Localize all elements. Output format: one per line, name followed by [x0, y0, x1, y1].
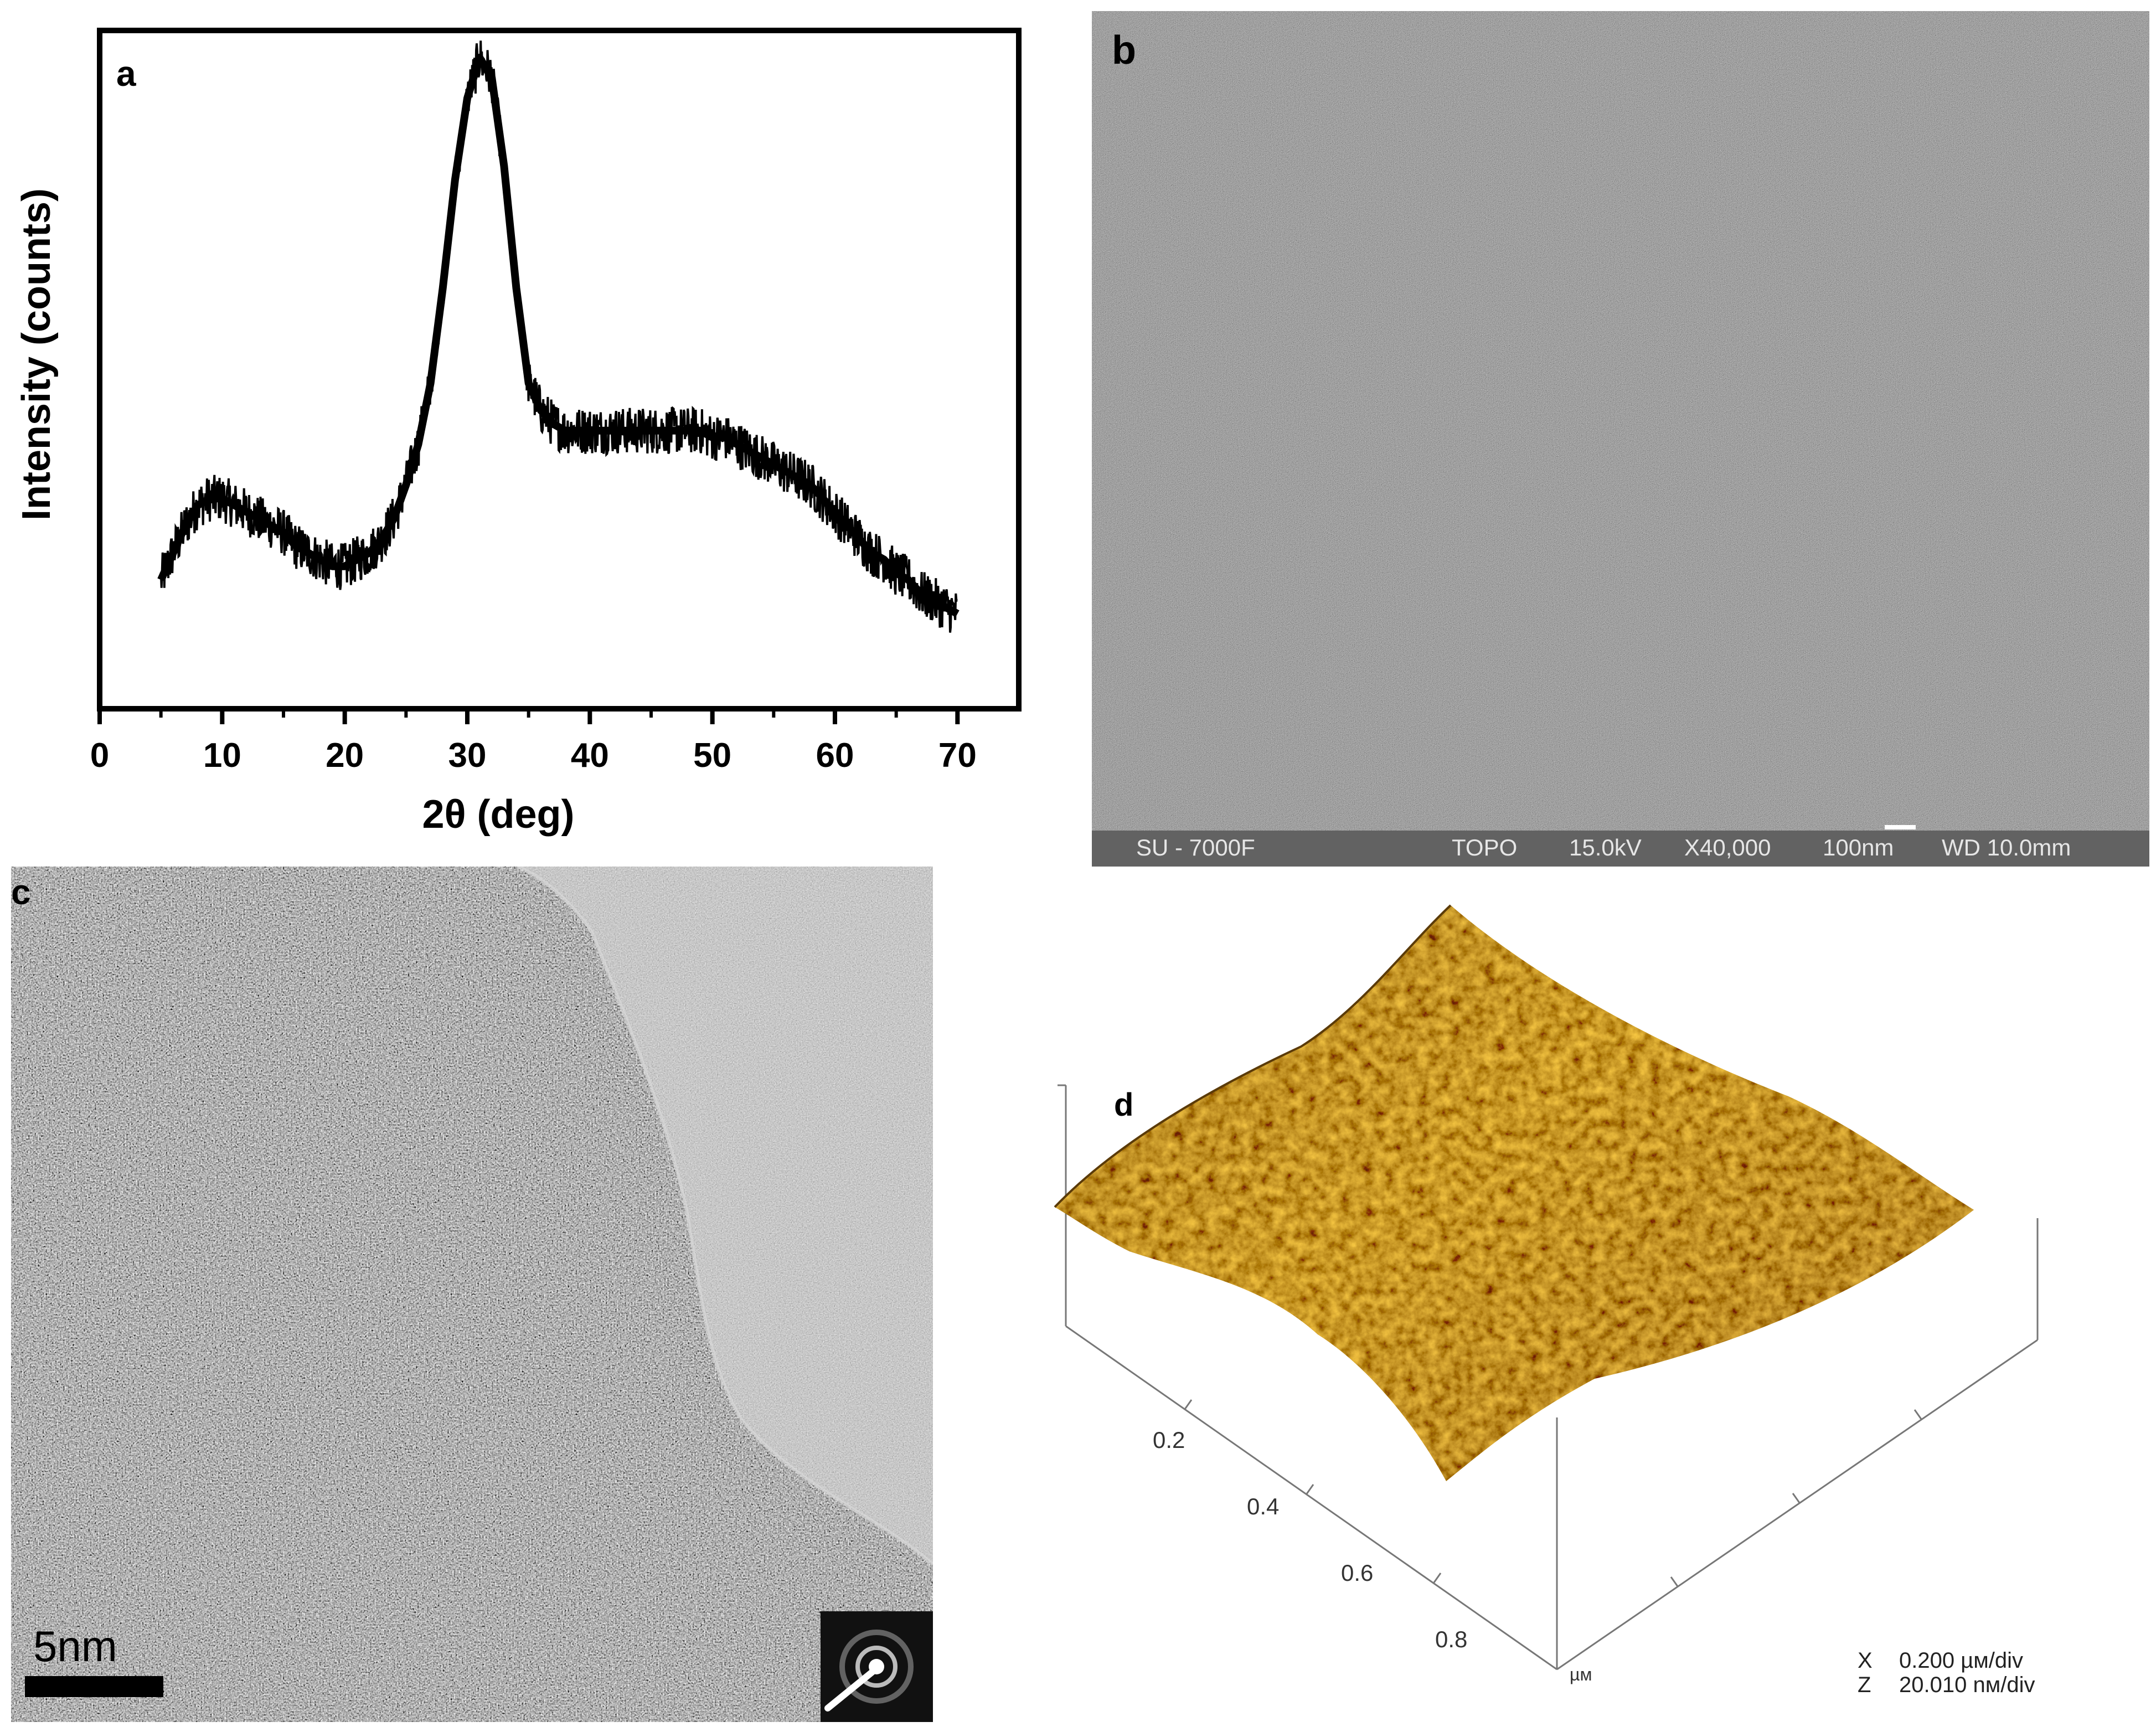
- afm-scale-info: X 0.200 µм/div Z 20.010 nм/div: [1858, 1648, 2035, 1697]
- afm-scale-z-letter: Z: [1858, 1673, 1871, 1697]
- afm-tick-0-6: 0.6: [1341, 1560, 1373, 1586]
- x-tick-label: 20: [326, 736, 364, 775]
- plot-frame: [97, 28, 1022, 712]
- tem-scale-label: 5nm: [33, 1622, 117, 1671]
- panel-label-c: c: [11, 872, 31, 912]
- x-axis-label: 2θ (deg): [422, 792, 575, 837]
- tem-particle-edge: [517, 865, 934, 1566]
- afm-axis-unit: µм: [1570, 1664, 1592, 1684]
- x-tick-label: 50: [693, 736, 731, 775]
- x-tick-label: 0: [90, 736, 109, 775]
- afm-tick-0-4: 0.4: [1247, 1493, 1279, 1519]
- sem-working-distance: WD 10.0mm: [1942, 834, 2071, 860]
- afm-scale-x: 0.200 µм/div: [1899, 1648, 2023, 1673]
- afm-scale-z: 20.010 nм/div: [1899, 1673, 2035, 1697]
- afm-axes: [1058, 1084, 2039, 1671]
- panel-label-d: d: [1114, 1087, 1133, 1123]
- panel-b-sem-image: b SU - 7000F TOPO 15.0kV X40,000 100nm W…: [1092, 11, 2149, 867]
- afm-3d-topography: d 0.2 0.4 0.6 0.8 µм X 0.200 µм/div Z 20…: [1054, 904, 2039, 1697]
- xrd-series: [157, 40, 960, 633]
- x-tick-label: 10: [203, 736, 241, 775]
- panel-a-xrd-chart: a Intensity (counts) 2θ (deg) 0 10 20 30 40 5…: [0, 0, 1052, 853]
- x-tick-label: 70: [938, 736, 977, 775]
- afm-surface: [1055, 905, 1974, 1481]
- panel-label-b: b: [1112, 28, 1136, 73]
- tem-scale-bar: [25, 1676, 163, 1697]
- panel-c-tem-image: c 5nm: [11, 865, 934, 1722]
- y-axis-label: Intensity (counts): [14, 188, 59, 520]
- afm-tick-0-2: 0.2: [1153, 1427, 1185, 1453]
- x-tick-label: 30: [448, 736, 487, 775]
- saed-inset: [821, 1611, 933, 1722]
- panel-label-a: a: [116, 54, 136, 94]
- sem-micrograph: b SU - 7000F TOPO 15.0kV X40,000 100nm W…: [1092, 11, 2149, 867]
- x-axis-ticks: 0 10 20 30 40 50 60 70: [90, 709, 977, 775]
- xrd-noise-trace: [159, 40, 958, 633]
- sem-scale-label: 100nm: [1823, 834, 1894, 860]
- xrd-line: [157, 54, 960, 617]
- sem-scale-bar: [1885, 825, 1916, 829]
- sem-instrument: SU - 7000F: [1136, 834, 1255, 860]
- afm-axis-tick-labels: 0.2 0.4 0.6 0.8 µм: [1153, 1427, 1592, 1684]
- sem-magnification: X40,000: [1684, 834, 1771, 860]
- afm-tick-0-8: 0.8: [1435, 1626, 1467, 1652]
- sem-mode: TOPO: [1452, 834, 1517, 860]
- tem-micrograph: c 5nm: [11, 865, 934, 1722]
- xrd-chart: a Intensity (counts) 2θ (deg) 0 10 20 30 40 5…: [14, 28, 1022, 837]
- x-tick-label: 60: [816, 736, 854, 775]
- x-tick-label: 40: [571, 736, 609, 775]
- afm-scale-x-letter: X: [1858, 1648, 1873, 1673]
- sem-info-bar: SU - 7000F TOPO 15.0kV X40,000 100nm WD …: [1136, 825, 2071, 860]
- sem-voltage: 15.0kV: [1569, 834, 1642, 860]
- panel-d-afm-image: d 0.2 0.4 0.6 0.8 µм X 0.200 µм/div Z 20…: [1052, 864, 2156, 1724]
